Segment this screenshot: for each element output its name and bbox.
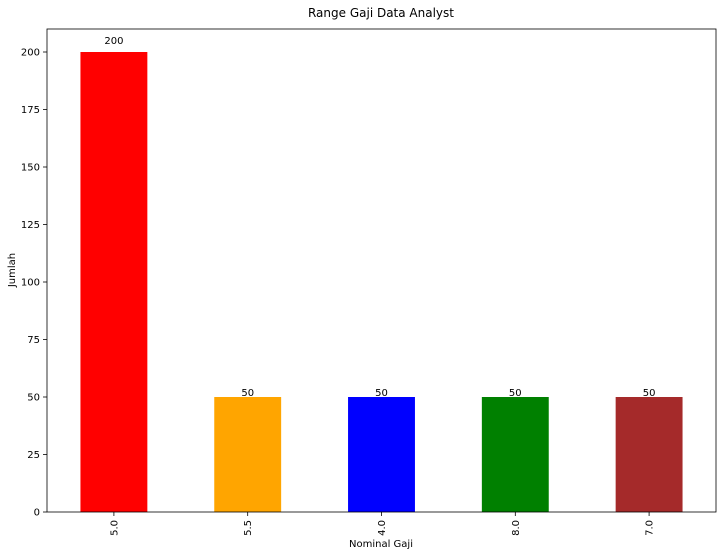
x-tick-label: 4.0 — [377, 520, 388, 536]
y-tick-label: 175 — [21, 105, 40, 116]
x-tick-label: 5.0 — [109, 520, 120, 536]
bar-7.0 — [615, 397, 683, 512]
y-axis-title: Jumlah — [7, 253, 18, 288]
y-tick-label: 100 — [21, 278, 40, 289]
y-tick-label: 200 — [21, 48, 40, 59]
x-tick-label: 7.0 — [645, 520, 656, 536]
bar-value-label: 50 — [509, 388, 522, 399]
bars-group — [80, 52, 683, 512]
x-axis-title: Nominal Gaji — [349, 539, 413, 550]
plot-frame — [46, 28, 717, 513]
x-axis-ticks: 5.0 5.5 4.0 8.0 7.0 — [109, 512, 656, 536]
y-tick-label: 25 — [27, 450, 40, 461]
y-tick-label: 0 — [34, 508, 40, 519]
bar-value-label: 50 — [375, 388, 388, 399]
bar-5.0 — [80, 52, 148, 512]
y-tick-label: 125 — [21, 220, 40, 231]
y-tick-label: 75 — [27, 335, 40, 346]
y-tick-label: 150 — [21, 163, 40, 174]
bar-data-labels: 200 50 50 50 50 — [104, 36, 655, 399]
bar-value-label: 50 — [643, 388, 656, 399]
bar-5.5 — [214, 397, 282, 512]
x-tick-label: 5.5 — [243, 520, 254, 536]
bar-8.0 — [481, 397, 549, 512]
chart-title: Range Gaji Data Analyst — [308, 6, 454, 20]
bar-value-label: 200 — [104, 36, 123, 47]
bar-4.0 — [348, 397, 415, 512]
y-axis-ticks: 0 25 50 75 100 125 150 175 200 — [21, 48, 47, 519]
bar-value-label: 50 — [241, 388, 254, 399]
y-tick-label: 50 — [27, 393, 40, 404]
x-tick-label: 8.0 — [511, 520, 522, 536]
